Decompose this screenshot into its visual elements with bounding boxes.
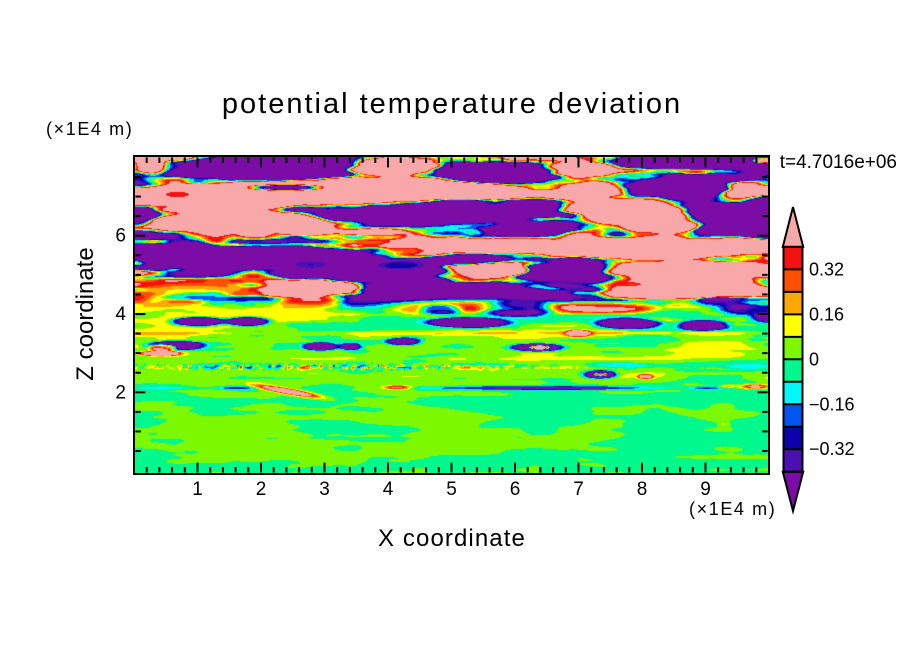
svg-text:4: 4 [383, 479, 394, 500]
svg-text:7: 7 [573, 479, 584, 500]
svg-text:4: 4 [115, 304, 126, 325]
svg-text:(×1E4 m): (×1E4 m) [689, 499, 776, 519]
svg-text:2: 2 [256, 479, 267, 500]
svg-text:X coordinate: X coordinate [378, 525, 526, 552]
svg-text:−0.32: −0.32 [809, 439, 855, 459]
svg-text:0.16: 0.16 [809, 304, 844, 324]
svg-text:8: 8 [637, 479, 648, 500]
svg-text:potential temperature deviatio: potential temperature deviation [222, 88, 682, 120]
svg-text:5: 5 [446, 479, 457, 500]
svg-text:9: 9 [700, 479, 711, 500]
svg-text:(×1E4 m): (×1E4 m) [46, 119, 133, 139]
svg-text:Z coordinate: Z coordinate [72, 247, 99, 380]
svg-text:6: 6 [115, 226, 126, 247]
svg-text:2: 2 [115, 382, 126, 403]
svg-text:0: 0 [809, 349, 819, 369]
svg-text:−0.16: −0.16 [809, 394, 855, 414]
svg-text:3: 3 [319, 479, 330, 500]
svg-text:0.32: 0.32 [809, 259, 844, 279]
svg-text:6: 6 [510, 479, 521, 500]
svg-text:1: 1 [192, 479, 203, 500]
svg-text:t=4.7016e+06: t=4.7016e+06 [780, 152, 897, 173]
